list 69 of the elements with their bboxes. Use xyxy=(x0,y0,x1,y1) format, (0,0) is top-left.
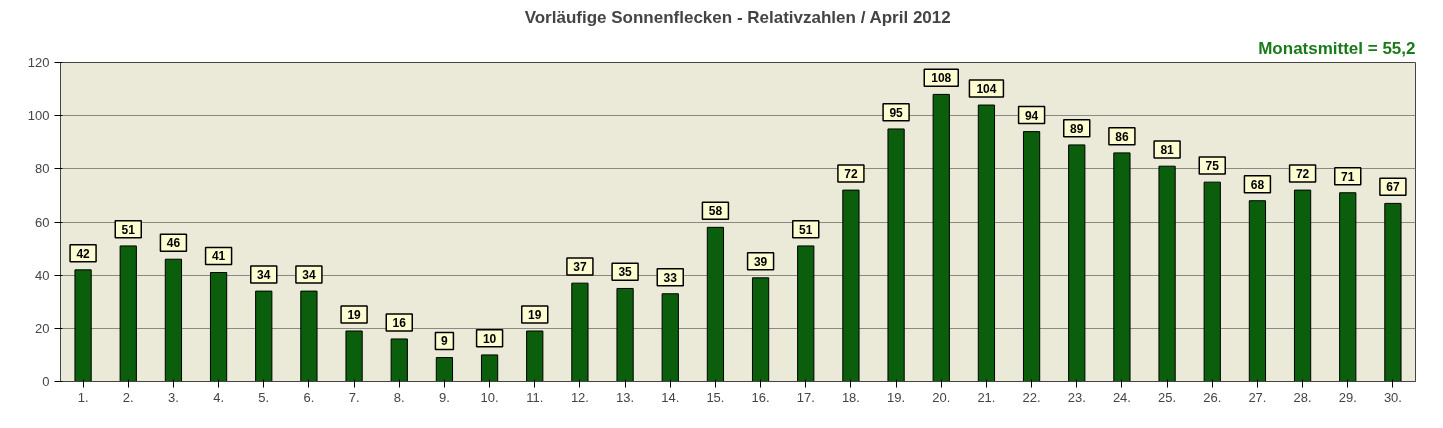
x-tick-label: 25. xyxy=(1158,389,1177,405)
x-tick-label: 18. xyxy=(841,389,860,405)
x-tick-label: 26. xyxy=(1203,389,1222,405)
data-label: 35 xyxy=(618,265,633,280)
data-label: 58 xyxy=(708,204,723,219)
x-tick-label: 22. xyxy=(1022,389,1041,405)
x-tick-label: 13. xyxy=(616,389,635,405)
x-tick-label: 30. xyxy=(1383,389,1402,405)
data-label: 94 xyxy=(1024,108,1039,123)
data-label: 19 xyxy=(528,307,542,322)
data-label: 51 xyxy=(121,222,136,237)
data-label: 81 xyxy=(1160,143,1175,158)
y-tick-label: 0 xyxy=(42,374,50,389)
data-label: 42 xyxy=(76,246,91,261)
data-label: 86 xyxy=(1115,129,1129,144)
data-label: 39 xyxy=(753,254,768,269)
data-label: 71 xyxy=(1341,169,1355,184)
x-tick-label: 29. xyxy=(1338,389,1357,405)
data-label: 33 xyxy=(663,270,678,285)
data-label: 34 xyxy=(257,268,271,283)
text: Monatsmittel = 55,2 xyxy=(1258,38,1416,58)
x-tick-label: 17. xyxy=(796,389,815,405)
data-label: 16 xyxy=(392,315,407,330)
x-tick-label: 19. xyxy=(887,389,906,405)
y-tick-label: 80 xyxy=(35,161,50,177)
x-tick-label: 2. xyxy=(122,389,134,405)
data-label: 41 xyxy=(211,249,226,264)
x-tick-label: 14. xyxy=(661,389,680,405)
y-tick-label: 100 xyxy=(27,108,50,124)
x-tick-label: 4. xyxy=(213,389,225,405)
data-label: 19 xyxy=(347,307,362,322)
data-label: 95 xyxy=(889,105,904,120)
y-tick-label: 40 xyxy=(35,267,50,283)
data-label: 75 xyxy=(1205,159,1220,174)
x-tick-label: 27. xyxy=(1248,389,1267,405)
x-tick-label: 23. xyxy=(1067,389,1086,405)
x-tick-label: 10. xyxy=(480,389,499,405)
x-tick-label: 15. xyxy=(706,389,725,405)
x-tick-label: 7. xyxy=(348,389,360,405)
data-label: 67 xyxy=(1386,180,1400,195)
data-label: 34 xyxy=(302,268,316,283)
x-tick-label: 8. xyxy=(393,389,405,405)
x-tick-label: 11. xyxy=(526,389,544,405)
data-label: 68 xyxy=(1250,177,1265,192)
x-tick-label: 6. xyxy=(303,389,315,405)
data-label: 72 xyxy=(1295,167,1310,182)
data-label: 104 xyxy=(976,81,997,96)
data-label: 51 xyxy=(799,222,813,237)
x-tick-label: 3. xyxy=(168,389,179,405)
y-tick-label: 60 xyxy=(35,214,50,230)
data-label: 10 xyxy=(482,331,497,346)
y-tick-label: 120 xyxy=(27,55,50,70)
data-label: 72 xyxy=(844,167,858,182)
x-tick-label: 21. xyxy=(977,389,996,405)
x-tick-label: 24. xyxy=(1112,389,1131,405)
data-label: 37 xyxy=(573,260,587,275)
x-tick-label: 5. xyxy=(258,389,270,405)
chart-title: Vorläufige Sonnenflecken - Relativzahlen / April 2012 xyxy=(524,7,951,27)
x-tick-label: 1. xyxy=(77,389,89,405)
x-tick-label: 9. xyxy=(439,389,450,405)
x-tick-label: 20. xyxy=(932,389,951,405)
data-label: 46 xyxy=(166,236,181,251)
x-tick-label: 16. xyxy=(751,389,770,405)
data-label: 89 xyxy=(1070,121,1084,136)
x-tick-label: 12. xyxy=(570,389,589,405)
data-label: 9 xyxy=(441,334,449,349)
y-tick-label: 20 xyxy=(35,320,50,336)
x-tick-label: 28. xyxy=(1293,389,1312,405)
data-label: 108 xyxy=(931,71,952,86)
